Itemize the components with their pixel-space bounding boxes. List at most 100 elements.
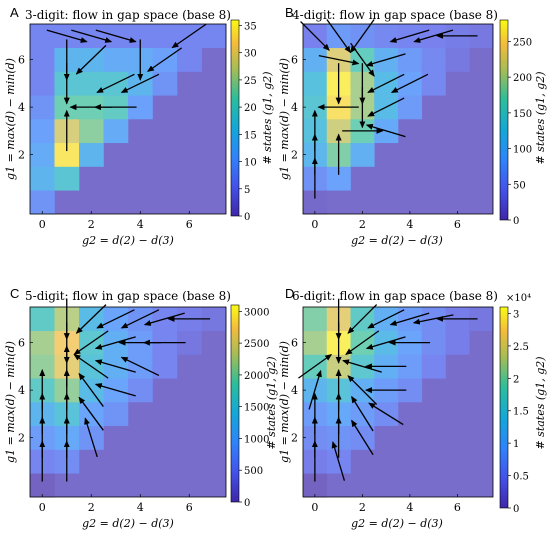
colorbar-tick-label: 1 (513, 439, 519, 450)
y-tick-label: 6 (18, 337, 25, 350)
flow-arrow (365, 336, 406, 350)
x-axis-label: g2 = d(2) − d(3) (351, 234, 443, 247)
flow-arrow (46, 29, 88, 43)
heatmap-cell (177, 47, 202, 72)
colorbar (499, 306, 509, 509)
colorbar-tick-label: 35 (244, 21, 257, 32)
y-tick-label: 2 (291, 432, 298, 445)
flow-arrow (318, 55, 360, 66)
flow-arrow (347, 375, 378, 405)
plot-frame (29, 23, 227, 215)
colorbar-tick-label: 2 (513, 374, 519, 385)
flow-arrow (75, 304, 107, 334)
y-tick-label: 2 (291, 149, 298, 162)
colorbar-tick-label: 50 (513, 180, 526, 191)
plot-frame (29, 306, 227, 498)
x-tick-label: 6 (454, 501, 461, 514)
x-axis-ticks: 0 2 4 6 (311, 211, 461, 231)
x-tick-label: 0 (39, 218, 46, 231)
colorbar-tick-label: 1000 (244, 434, 269, 445)
flow-arrow (326, 19, 351, 54)
heatmap-cells (303, 24, 494, 215)
y-tick-label: 6 (291, 337, 298, 350)
flow-arrow (120, 356, 160, 376)
heatmap-cell (79, 119, 104, 144)
flow-arrow (300, 21, 330, 51)
flow-arrow (73, 330, 109, 355)
panel-title: 5-digit: flow in gap space (base 8) (25, 289, 231, 303)
heatmap-cell (152, 24, 178, 49)
flow-arrows (46, 23, 207, 152)
y-tick-label: 2 (18, 432, 25, 445)
colorbar-tick-label: 2000 (244, 371, 269, 382)
panel-letter-a: A (10, 5, 19, 20)
colorbar-tick-label: 3 (513, 309, 519, 320)
colorbar-label: # states (g1, g2) (265, 356, 278, 449)
y-axis-ticks: 2 4 6 (291, 54, 306, 162)
colorbar-ticks: 0 5 10 15 20 25 30 35 (239, 21, 257, 223)
flow-arrow (351, 395, 374, 432)
flow-arrows (39, 298, 211, 482)
heatmap-cell (421, 354, 446, 379)
x-tick-label: 6 (454, 218, 461, 231)
colorbar-exponent: ×10⁴ (506, 293, 531, 304)
y-tick-label: 2 (18, 149, 25, 162)
panel-a: A 3-digit: flow in gap space (base 8) 0 2… (4, 5, 274, 247)
flow-arrow (94, 359, 136, 373)
y-axis-label: g1 = max(d) − min(d) (4, 58, 17, 180)
heatmap-cell (30, 95, 55, 120)
flow-arrow (347, 304, 378, 334)
y-axis-ticks: 2 4 6 (291, 337, 306, 445)
colorbar-tick-label: 0 (513, 216, 519, 227)
x-tick-label: 0 (39, 501, 46, 514)
y-tick-label: 6 (18, 54, 25, 67)
colorbar-ticks: 0 500 1000 1500 2000 2500 3000 (239, 307, 269, 509)
y-tick-label: 4 (291, 384, 298, 397)
flow-arrow (367, 73, 405, 93)
colorbar-tick-label: 0.5 (513, 472, 529, 483)
heatmap-cell (374, 24, 399, 49)
flow-arrow (78, 396, 104, 431)
flow-arrow (368, 402, 404, 426)
flow-arrow (331, 441, 346, 481)
heatmap-cell (30, 47, 55, 72)
panel-title: 3-digit: flow in gap space (base 8) (25, 8, 231, 22)
heatmap-cell (30, 71, 55, 96)
flow-arrow (78, 372, 104, 407)
colorbar-tick-label: 2.5 (513, 342, 529, 353)
flow-arrow (412, 314, 454, 325)
panel-c: C 5-digit: flow in gap space (base 8) 0 2… (4, 286, 278, 530)
y-tick-label: 4 (18, 384, 25, 397)
heatmap-cell (54, 166, 80, 191)
panel-b: B 4-digit: flow in gap space (base 8) 0 2… (278, 5, 547, 247)
colorbar (230, 304, 240, 503)
flow-arrows (298, 298, 478, 482)
heatmap-cell (303, 47, 328, 72)
colorbar-ticks: 0 50 100 150 200 250 (508, 37, 532, 227)
flow-arrow (73, 354, 109, 379)
colorbar-tick-label: 10 (244, 158, 257, 169)
x-tick-label: 6 (186, 218, 193, 231)
plot-frame (302, 23, 494, 215)
colorbar-tick-label: 5 (244, 185, 250, 196)
heatmap-cell (30, 330, 55, 355)
flow-arrow (367, 97, 405, 117)
heatmap-cell (445, 47, 470, 72)
flow-arrow (389, 312, 430, 326)
heatmap-cell (350, 142, 375, 167)
heatmap-cell (79, 71, 104, 96)
heatmap-cell (421, 47, 446, 72)
y-tick-label: 4 (291, 101, 298, 114)
flow-arrow (84, 417, 98, 458)
heatmap-cell (128, 378, 153, 403)
colorbar-tick-label: 500 (244, 466, 263, 477)
panel-title: 6-digit: flow in gap space (base 8) (292, 289, 498, 303)
x-tick-label: 2 (88, 218, 95, 231)
flow-arrow (389, 29, 430, 43)
flow-arrow (94, 383, 136, 397)
y-tick-label: 4 (18, 101, 25, 114)
flow-arrow (71, 29, 113, 43)
colorbar-tick-label: 20 (244, 103, 257, 114)
flow-arrow (413, 29, 454, 43)
